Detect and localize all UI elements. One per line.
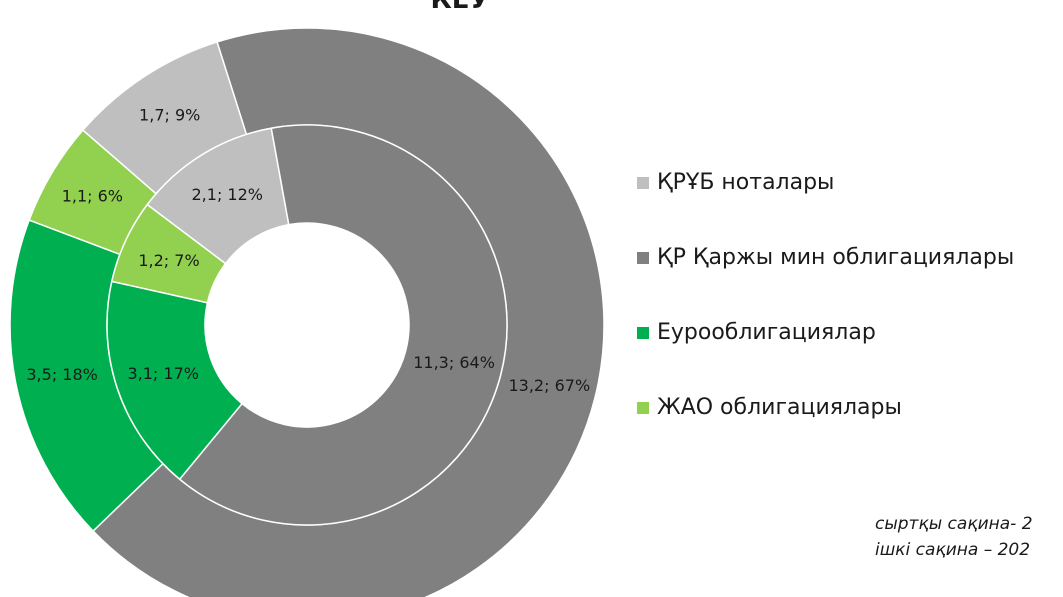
donut-segment: [106, 280, 244, 481]
data-label: 11,3; 64%: [413, 353, 495, 372]
data-label: 1,2; 7%: [138, 251, 199, 270]
data-label: 1,7; 9%: [139, 106, 200, 125]
donut-segment: [110, 203, 227, 304]
legend-label: ҚР Қаржы мин облигациялары: [657, 245, 1014, 270]
data-label: 3,5; 18%: [26, 365, 97, 384]
annotation: ішкі сақина – 202: [875, 540, 1030, 560]
legend-swatch: [637, 252, 649, 264]
legend-swatch: [637, 327, 649, 339]
legend-swatch: [637, 177, 649, 189]
chart-title: КЕУ: [430, 0, 489, 15]
legend-label: Еурооблигациялар: [657, 320, 876, 345]
data-label: 13,2; 67%: [508, 376, 590, 395]
annotation: сыртқы сақина- 2: [875, 514, 1033, 534]
legend-label: ЖАО облигациялары: [657, 395, 902, 420]
data-label: 1,1; 6%: [62, 186, 123, 205]
data-label: 2,1; 12%: [192, 185, 263, 204]
legend-label: ҚРҰБ ноталары: [657, 170, 834, 195]
legend-swatch: [637, 402, 649, 414]
donut-segment: [178, 124, 508, 526]
data-label: 3,1; 17%: [127, 364, 198, 383]
